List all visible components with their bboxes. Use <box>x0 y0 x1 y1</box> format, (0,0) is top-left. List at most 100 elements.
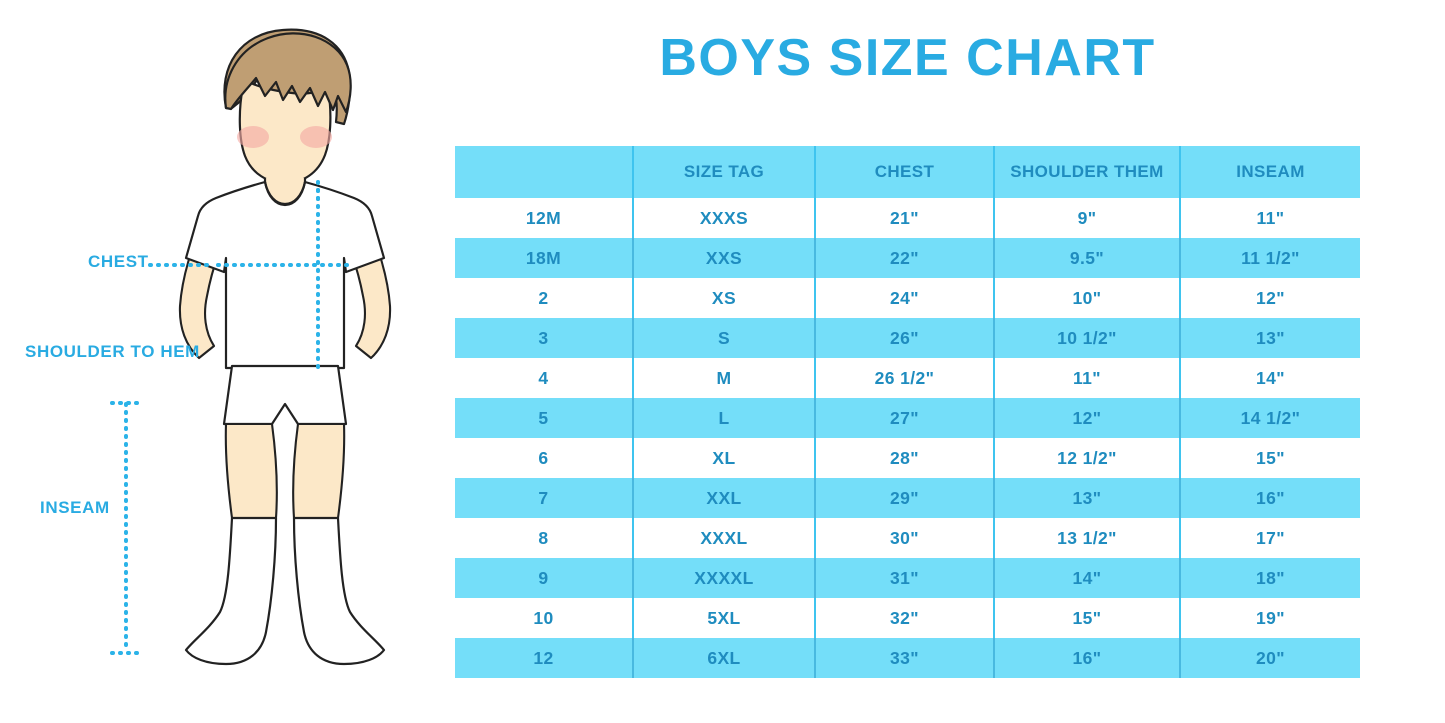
table-cell: 17" <box>1179 518 1360 558</box>
table-cell: 28" <box>814 438 994 478</box>
table-cell: 30" <box>814 518 994 558</box>
table-cell: 11" <box>993 358 1180 398</box>
size-table-body: 12M XXXS 21" 9" 11" 18M XXS 22" 9.5" 11 1/2" 2 XS 24… <box>455 198 1360 678</box>
table-cell: L <box>632 398 815 438</box>
table-cell: S <box>632 318 815 358</box>
table-cell: 10 1/2" <box>993 318 1180 358</box>
table-row: 3 S 26" 10 1/2" 13" <box>455 318 1360 358</box>
table-row: 18M XXS 22" 9.5" 11 1/2" <box>455 238 1360 278</box>
cheek-left <box>237 126 269 148</box>
shoulder-to-hem-label: SHOULDER TO HEM <box>25 342 200 361</box>
table-row: 8 XXXL 30" 13 1/2" 17" <box>455 518 1360 558</box>
table-row: 12 6XL 33" 16" 20" <box>455 638 1360 678</box>
table-cell: 18" <box>1179 558 1360 598</box>
table-cell: 2 <box>455 278 633 318</box>
table-cell: 9" <box>993 198 1180 238</box>
table-cell: 14" <box>1179 358 1360 398</box>
table-cell: 26" <box>814 318 994 358</box>
table-cell: 18M <box>455 238 633 278</box>
table-cell: 20" <box>1179 638 1360 678</box>
table-cell: XXXXL <box>632 558 815 598</box>
table-cell: 8 <box>455 518 633 558</box>
table-cell: 10 <box>455 598 633 638</box>
column-header-inseam: INSEAM <box>1179 146 1360 198</box>
table-row: 9 XXXXL 31" 14" 18" <box>455 558 1360 598</box>
table-cell: 13" <box>1179 318 1360 358</box>
column-header-size <box>455 146 633 198</box>
table-cell: 27" <box>814 398 994 438</box>
table-cell: 13" <box>993 478 1180 518</box>
table-cell: 7 <box>455 478 633 518</box>
table-cell: 22" <box>814 238 994 278</box>
table-cell: 13 1/2" <box>993 518 1180 558</box>
table-cell: XXS <box>632 238 815 278</box>
table-cell: 15" <box>993 598 1180 638</box>
table-cell: 11" <box>1179 198 1360 238</box>
table-cell: 29" <box>814 478 994 518</box>
boy-figure-illustration <box>110 28 392 666</box>
table-cell: 9 <box>455 558 633 598</box>
size-table: SIZE TAG CHEST SHOULDER THEM INSEAM 12M X… <box>455 146 1360 678</box>
table-cell: 10" <box>993 278 1180 318</box>
table-cell: XXL <box>632 478 815 518</box>
size-table-container: SIZE TAG CHEST SHOULDER THEM INSEAM 12M X… <box>455 146 1360 678</box>
table-cell: 32" <box>814 598 994 638</box>
table-cell: 4 <box>455 358 633 398</box>
size-table-header: SIZE TAG CHEST SHOULDER THEM INSEAM <box>455 146 1360 198</box>
table-cell: 14" <box>993 558 1180 598</box>
table-cell: 16" <box>993 638 1180 678</box>
table-cell: 11 1/2" <box>1179 238 1360 278</box>
table-row: 5 L 27" 12" 14 1/2" <box>455 398 1360 438</box>
table-cell: 12 1/2" <box>993 438 1180 478</box>
thigh-left <box>224 422 278 520</box>
column-header-size-tag: SIZE TAG <box>632 146 815 198</box>
page-title: BOYS SIZE CHART <box>659 29 1156 87</box>
table-cell: 26 1/2" <box>814 358 994 398</box>
thigh-right <box>292 422 346 520</box>
table-cell: 16" <box>1179 478 1360 518</box>
tshirt <box>184 180 386 370</box>
table-row: 4 M 26 1/2" 11" 14" <box>455 358 1360 398</box>
table-cell: 6XL <box>632 638 815 678</box>
table-cell: 24" <box>814 278 994 318</box>
face <box>238 80 332 185</box>
tshirt-collar <box>263 181 307 207</box>
table-cell: XXXL <box>632 518 815 558</box>
column-header-shoulder: SHOULDER THEM <box>993 146 1180 198</box>
table-cell: 12" <box>993 398 1180 438</box>
chest-label: CHEST <box>88 252 149 271</box>
inseam-label: INSEAM <box>40 498 110 517</box>
table-cell: XS <box>632 278 815 318</box>
table-cell: M <box>632 358 815 398</box>
table-cell: 12M <box>455 198 633 238</box>
table-row: 6 XL 28" 12 1/2" 15" <box>455 438 1360 478</box>
table-row: 2 XS 24" 10" 12" <box>455 278 1360 318</box>
shoe-left <box>184 516 278 666</box>
shorts <box>222 364 348 426</box>
table-cell: 31" <box>814 558 994 598</box>
table-cell: XL <box>632 438 815 478</box>
table-cell: 21" <box>814 198 994 238</box>
table-cell: 5XL <box>632 598 815 638</box>
cheek-right <box>300 126 332 148</box>
table-cell: XXXS <box>632 198 815 238</box>
table-cell: 6 <box>455 438 633 478</box>
table-cell: 3 <box>455 318 633 358</box>
table-cell: 14 1/2" <box>1179 398 1360 438</box>
hair-fringe <box>224 32 352 114</box>
boy-illustration-panel: CHEST SHOULDER TO HEM INSEAM <box>0 0 450 723</box>
table-cell: 12 <box>455 638 633 678</box>
table-cell: 19" <box>1179 598 1360 638</box>
table-cell: 33" <box>814 638 994 678</box>
column-header-chest: CHEST <box>814 146 994 198</box>
table-cell: 9.5" <box>993 238 1180 278</box>
table-cell: 5 <box>455 398 633 438</box>
table-cell: 12" <box>1179 278 1360 318</box>
table-cell: 15" <box>1179 438 1360 478</box>
table-row: 7 XXL 29" 13" 16" <box>455 478 1360 518</box>
shoe-right <box>292 516 386 666</box>
table-row: 10 5XL 32" 15" 19" <box>455 598 1360 638</box>
header-row: SIZE TAG CHEST SHOULDER THEM INSEAM <box>455 146 1360 198</box>
table-row: 12M XXXS 21" 9" 11" <box>455 198 1360 238</box>
